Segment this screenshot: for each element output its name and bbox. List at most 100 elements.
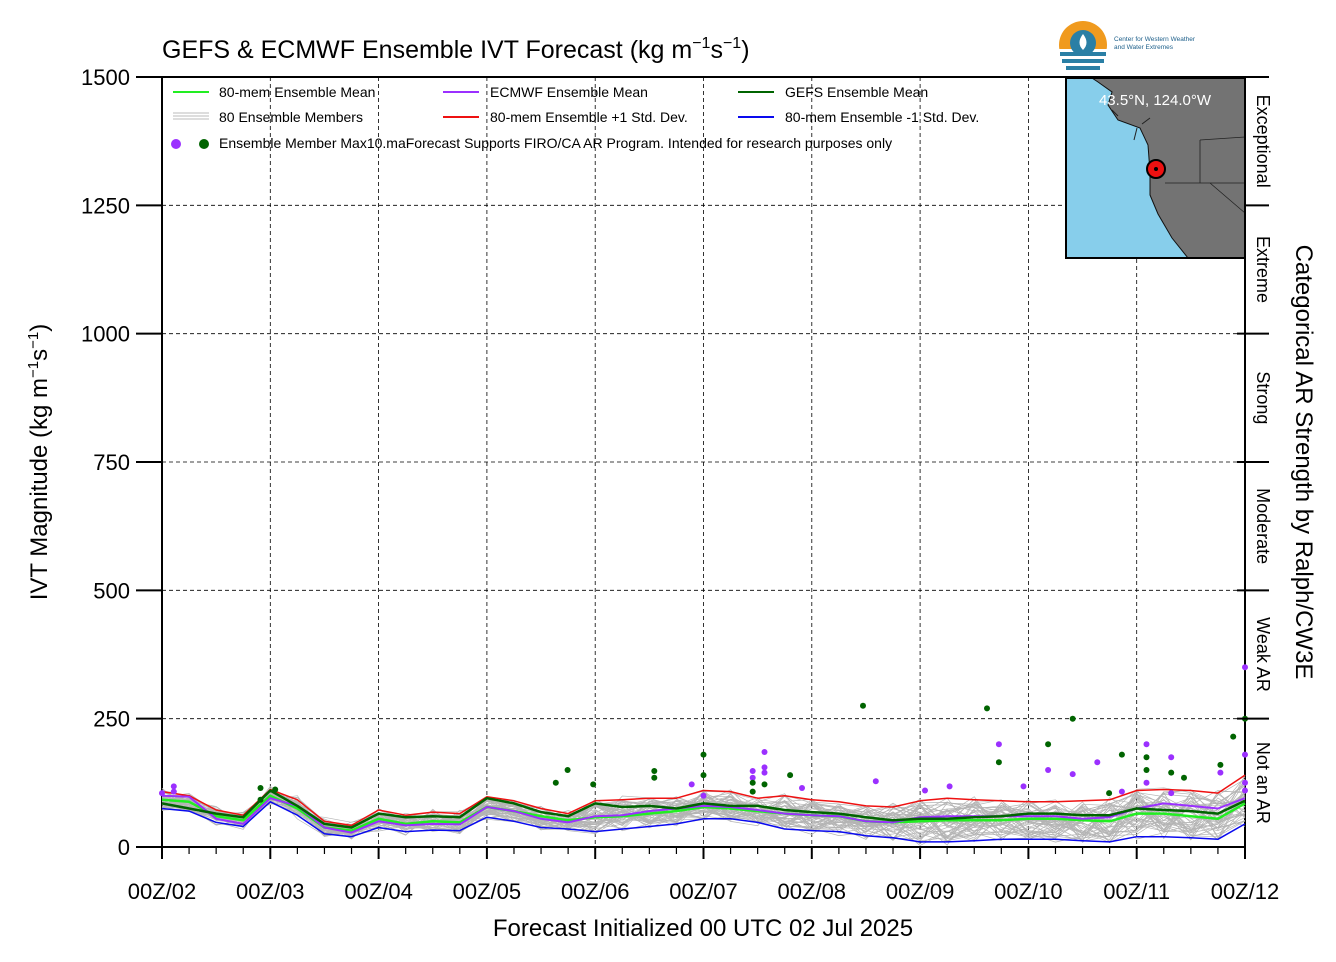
max-marker	[688, 781, 695, 788]
max-marker	[922, 787, 928, 794]
max-marker	[170, 783, 177, 790]
category-label: Exceptional	[1253, 95, 1273, 188]
series-line-80-mem-ensemble-1-std-dev	[161, 801, 1246, 843]
category-label: Strong	[1253, 371, 1273, 424]
max-marker	[995, 759, 1002, 766]
max-marker	[1094, 759, 1101, 766]
max-marker	[700, 792, 707, 799]
max-marker	[1168, 790, 1175, 797]
max-marker	[272, 786, 279, 793]
max-marker	[787, 772, 794, 779]
max-marker	[1143, 767, 1150, 773]
max-marker	[749, 768, 756, 774]
max-marker	[590, 781, 597, 788]
inset-borders	[1165, 136, 1246, 214]
max-marker	[1118, 788, 1125, 795]
logo-line-2: and Water Extremes	[1114, 44, 1174, 51]
max-marker	[1143, 779, 1150, 786]
max-marker	[1045, 767, 1052, 773]
max-marker	[1217, 761, 1224, 768]
x-tick-label: 00Z/02	[128, 879, 197, 904]
x-tick-label: 00Z/05	[453, 879, 522, 904]
max-markers	[159, 664, 1248, 803]
legend: 80-mem Ensemble Mean ECMWF Ensemble Mean…	[171, 84, 979, 151]
y-tick-label: 1250	[81, 193, 130, 218]
max-marker	[564, 767, 571, 773]
legend-label-minus-sd: 80-mem Ensemble -1 Std. Dev.	[785, 109, 979, 125]
inset-location-dot	[1154, 167, 1158, 171]
max-marker	[761, 769, 768, 776]
max-marker	[872, 778, 879, 785]
y-tick-label: 500	[93, 578, 130, 603]
max-marker	[749, 774, 756, 781]
max-marker	[799, 785, 805, 791]
max-marker	[170, 788, 177, 795]
category-label: Extreme	[1253, 236, 1273, 303]
legend-label-gefs: GEFS Ensemble Mean	[785, 84, 928, 100]
series-line-ecmwf-ensemble-mean	[161, 794, 1246, 834]
max-marker	[1230, 733, 1237, 740]
series-lines	[161, 774, 1246, 843]
category-label: Moderate	[1253, 488, 1273, 564]
max-marker	[1181, 774, 1187, 781]
x-axis-label: Forecast Initialized 00 UTC 02 Jul 2025	[493, 915, 913, 942]
x-tick-label: 00Z/06	[561, 879, 630, 904]
x-tick-label: 00Z/04	[344, 879, 413, 904]
x-tick-label: 00Z/03	[236, 879, 305, 904]
y-tick-label: 750	[93, 450, 130, 475]
legend-label-plus-sd: 80-mem Ensemble +1 Std. Dev.	[490, 109, 688, 125]
x-tick-label: 00Z/08	[778, 879, 847, 904]
max-marker	[257, 785, 264, 791]
cw3e-logo: Center for Western Weather and Water Ext…	[1059, 21, 1196, 71]
category-label: Weak AR	[1253, 617, 1273, 692]
category-axis: Not an AR Weak AR Moderate Strong Extreme Exc…	[1237, 76, 1273, 824]
legend-marker-gefs	[199, 139, 209, 149]
chart-title: GEFS & ECMWF Ensemble IVT Forecast (kg m…	[162, 35, 750, 64]
x-tick-label: 00Z/07	[669, 879, 738, 904]
max-marker	[1143, 754, 1150, 761]
legend-label-max-markers: Ensemble Member Max10.maForecast Support…	[219, 135, 892, 151]
x-tick-label: 00Z/12	[1211, 879, 1280, 904]
series-line-gefs-ensemble-mean	[161, 789, 1246, 829]
max-marker	[1242, 779, 1248, 786]
max-marker	[1242, 664, 1248, 671]
max-marker	[946, 783, 953, 790]
max-marker	[1118, 751, 1125, 758]
max-marker	[1069, 715, 1076, 722]
legend-swatch-members	[173, 112, 209, 120]
legend-label-members: 80 Ensemble Members	[219, 109, 363, 125]
logo-wave-3	[1066, 66, 1100, 70]
max-marker	[700, 772, 707, 779]
legend-label-mean80: 80-mem Ensemble Mean	[219, 84, 375, 100]
series-line-80-mem-ensemble-1-std-dev	[161, 774, 1246, 827]
y-tick-label: 0	[118, 835, 130, 860]
max-marker	[1242, 751, 1248, 758]
max-marker	[1069, 771, 1076, 778]
logo-wave-2	[1062, 59, 1104, 63]
x-axis-ticks: 00Z/02 00Z/03 00Z/04 00Z/05 00Z/06 00Z/07 00Z/…	[128, 847, 1280, 904]
max-marker	[1168, 769, 1175, 776]
max-marker	[1168, 754, 1175, 761]
x-tick-label: 00Z/09	[886, 879, 955, 904]
max-marker	[1020, 783, 1027, 790]
series-line-80-mem-ensemble-mean	[161, 794, 1246, 832]
max-marker	[1106, 790, 1113, 797]
legend-marker-ecmwf	[171, 139, 181, 149]
max-marker	[552, 779, 559, 786]
max-marker	[651, 768, 658, 774]
legend-label-ecmwf: ECMWF Ensemble Mean	[490, 84, 648, 100]
logo-drop	[1079, 34, 1087, 50]
max-marker	[1242, 787, 1248, 794]
logo-line-1: Center for Western Weather	[1114, 36, 1196, 43]
inset-land	[1090, 77, 1246, 259]
max-marker	[995, 741, 1002, 748]
max-marker	[984, 705, 990, 712]
max-marker	[257, 796, 264, 803]
max-marker	[860, 702, 866, 709]
max-marker	[761, 749, 768, 755]
max-marker	[761, 781, 768, 788]
y-tick-label: 1000	[81, 322, 130, 347]
inset-location-label: 43.5°N, 124.0°W	[1099, 92, 1212, 109]
max-marker	[1143, 741, 1150, 748]
